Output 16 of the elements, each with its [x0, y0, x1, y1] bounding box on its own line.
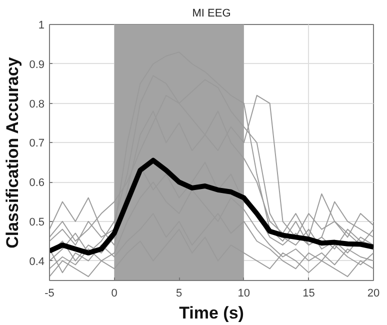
y-axis-title: Classification Accuracy [3, 56, 22, 248]
y-tick-label: 1 [38, 20, 45, 32]
x-axis-title: Time (s) [179, 304, 244, 322]
x-tick-label: 0 [111, 288, 118, 300]
y-tick-label: 0.8 [29, 98, 45, 110]
y-tick-label: 0.9 [29, 58, 45, 71]
x-tick-label: -5 [44, 288, 54, 300]
x-tick-label: 10 [238, 288, 250, 300]
x-tick-label: 5 [176, 288, 182, 300]
y-tick-label: 0.5 [29, 216, 45, 228]
y-tick-label: 0.6 [29, 177, 45, 190]
y-tick-label: 0.4 [29, 256, 45, 268]
x-tick-label: 15 [302, 288, 315, 300]
y-tick-label: 0.7 [29, 138, 45, 150]
chart-title: MI EEG [192, 8, 231, 20]
x-tick-label: 20 [367, 288, 380, 300]
